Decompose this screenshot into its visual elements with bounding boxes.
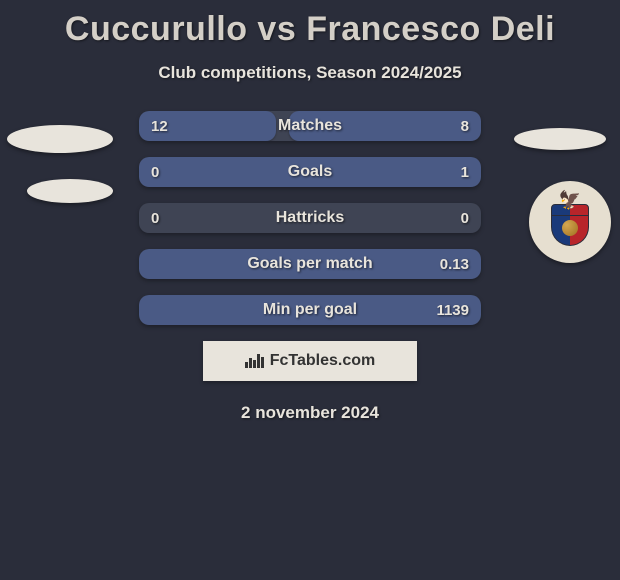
date-label: 2 november 2024 — [0, 403, 620, 423]
stat-value-left: 12 — [151, 118, 168, 135]
stat-value-right: 1 — [461, 164, 469, 181]
player-left-badge-2 — [27, 179, 113, 203]
stat-value-right: 0.13 — [440, 256, 469, 273]
stat-value-left: 0 — [151, 164, 159, 181]
watermark: FcTables.com — [203, 341, 417, 381]
player-left-badge-1 — [7, 125, 113, 153]
stat-value-right: 0 — [461, 210, 469, 227]
subtitle: Club competitions, Season 2024/2025 — [0, 63, 620, 83]
stat-value-right: 1139 — [436, 302, 469, 319]
club-logo-right: 🦅 — [529, 181, 611, 263]
player-right-badge-1 — [514, 128, 606, 150]
stat-row-min-per-goal: Min per goal 1139 — [139, 295, 481, 325]
stat-label: Goals — [288, 163, 332, 181]
club-shield-icon: 🦅 — [551, 204, 589, 248]
watermark-text: FcTables.com — [270, 352, 376, 370]
stat-label: Goals per match — [247, 255, 372, 273]
page-title: Cuccurullo vs Francesco Deli — [0, 0, 620, 49]
stat-row-matches: 12 Matches 8 — [139, 111, 481, 141]
stat-label: Min per goal — [263, 301, 357, 319]
stat-value-left: 0 — [151, 210, 159, 227]
eagle-icon: 🦅 — [559, 190, 581, 211]
watermark-chart-icon — [245, 354, 264, 368]
stat-row-hattricks: 0 Hattricks 0 — [139, 203, 481, 233]
stat-label: Matches — [278, 117, 342, 135]
stat-row-goals: 0 Goals 1 — [139, 157, 481, 187]
stat-label: Hattricks — [276, 209, 344, 227]
stat-row-goals-per-match: Goals per match 0.13 — [139, 249, 481, 279]
stats-bars: 12 Matches 8 0 Goals 1 0 Hattricks 0 Goa… — [139, 111, 481, 325]
stat-value-right: 8 — [461, 118, 469, 135]
comparison-area: 🦅 12 Matches 8 0 Goals 1 0 Hattricks 0 — [0, 111, 620, 423]
